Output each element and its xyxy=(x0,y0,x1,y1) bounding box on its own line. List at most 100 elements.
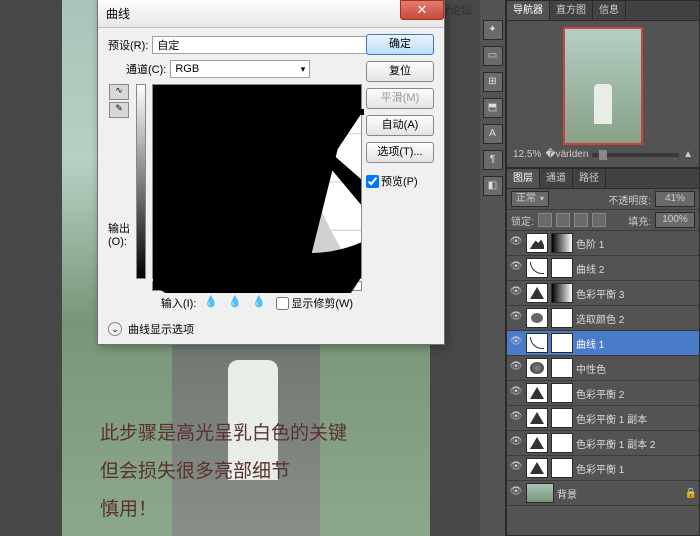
adjustment-icon xyxy=(526,383,548,403)
blend-mode-select[interactable]: 正常 xyxy=(511,191,549,207)
preview-checkbox[interactable]: 预览(P) xyxy=(366,173,434,189)
fill-value[interactable]: 100% xyxy=(655,212,695,228)
layer-name: 色彩平衡 1 副本 2 xyxy=(576,436,697,451)
layers-panel: 图层 通道 路径 正常 不透明度: 41% 锁定: 填充: 100% 👁色阶 1… xyxy=(506,168,700,536)
visibility-icon[interactable]: 👁 xyxy=(509,236,523,250)
zoom-slider[interactable] xyxy=(592,153,679,157)
tool-icon[interactable]: A xyxy=(483,124,503,144)
tool-icon[interactable]: ✦ xyxy=(483,20,503,40)
layer-name: 色彩平衡 3 xyxy=(576,286,697,301)
zoom-out-icon[interactable]: �världen xyxy=(545,149,588,160)
tab-channels[interactable]: 通道 xyxy=(540,169,573,188)
layer-mask[interactable] xyxy=(551,333,573,353)
curve-point[interactable] xyxy=(162,275,168,281)
input-label: 输入(I): xyxy=(161,295,196,311)
visibility-icon[interactable]: 👁 xyxy=(509,436,523,450)
visibility-icon[interactable]: 👁 xyxy=(509,311,523,325)
channel-select[interactable]: RGB xyxy=(170,60,310,78)
visibility-icon[interactable]: 👁 xyxy=(509,286,523,300)
dialog-titlebar[interactable]: 曲线 ✕ xyxy=(98,0,444,28)
curve-pencil-tool[interactable]: ✎ xyxy=(109,102,129,118)
gray-eyedropper[interactable]: 💧 xyxy=(228,295,244,311)
tab-histogram[interactable]: 直方图 xyxy=(550,1,593,20)
lock-pixels-icon[interactable] xyxy=(556,213,570,227)
lock-icon: 🔒 xyxy=(685,488,697,499)
opacity-value[interactable]: 41% xyxy=(655,191,695,207)
tool-icon[interactable]: ▭ xyxy=(483,46,503,66)
layer-mask[interactable] xyxy=(551,358,573,378)
adjustment-icon xyxy=(526,458,548,478)
layer-row[interactable]: 👁 色彩平衡 3 xyxy=(507,281,699,306)
layer-row[interactable]: 👁曲线 2 xyxy=(507,256,699,281)
tool-icon[interactable]: ⊞ xyxy=(483,72,503,92)
tab-info[interactable]: 信息 xyxy=(593,1,626,20)
layer-row[interactable]: 👁 曲线 1 xyxy=(507,331,699,356)
annotation-line-3: 慎用！ xyxy=(100,494,157,521)
lock-all-icon[interactable] xyxy=(592,213,606,227)
adjustment-icon xyxy=(526,308,548,328)
zoom-in-icon[interactable]: ▲ xyxy=(683,149,693,160)
layer-row[interactable]: 👁色阶 1 xyxy=(507,231,699,256)
tool-icon[interactable]: ◧ xyxy=(483,176,503,196)
show-clipping-checkbox[interactable]: 显示修剪(W) xyxy=(276,295,353,311)
layer-row[interactable]: 👁 色彩平衡 2 xyxy=(507,381,699,406)
curve-point[interactable] xyxy=(279,105,285,111)
visibility-icon[interactable]: 👁 xyxy=(509,461,523,475)
close-button[interactable]: ✕ xyxy=(400,0,444,20)
layer-mask[interactable] xyxy=(551,233,573,253)
annotation-line-2: 但会损失很多亮部细节 xyxy=(100,456,290,483)
curve-point[interactable] xyxy=(358,109,364,115)
visibility-icon[interactable]: 👁 xyxy=(509,486,523,500)
tab-navigator[interactable]: 导航器 xyxy=(507,1,550,20)
layers-list: 👁色阶 1👁曲线 2👁色彩平衡 3👁选取颜色 2👁曲线 1👁中性色👁色彩平衡 2… xyxy=(507,231,699,533)
layer-mask[interactable] xyxy=(551,408,573,428)
tool-icon[interactable]: ⬒ xyxy=(483,98,503,118)
channel-label: 通道(C): xyxy=(126,61,166,77)
layer-row[interactable]: 👁 色彩平衡 1 副本 2 xyxy=(507,431,699,456)
layer-name: 曲线 1 xyxy=(576,336,697,351)
visibility-icon[interactable]: 👁 xyxy=(509,336,523,350)
layer-row[interactable]: 👁中性色 xyxy=(507,356,699,381)
white-eyedropper[interactable]: 💧 xyxy=(252,295,268,311)
cancel-button[interactable]: 复位 xyxy=(366,61,434,82)
visibility-icon[interactable]: 👁 xyxy=(509,411,523,425)
layer-row[interactable]: 👁选取颜色 2 xyxy=(507,306,699,331)
layer-mask[interactable] xyxy=(551,383,573,403)
black-eyedropper[interactable]: 💧 xyxy=(204,295,220,311)
navigator-thumbnail[interactable] xyxy=(563,27,643,145)
tab-paths[interactable]: 路径 xyxy=(573,169,606,188)
tool-icon[interactable]: ¶ xyxy=(483,150,503,170)
layer-name: 背景 xyxy=(557,486,682,501)
tab-layers[interactable]: 图层 xyxy=(507,169,540,188)
layer-mask[interactable] xyxy=(551,258,573,278)
lock-position-icon[interactable] xyxy=(574,213,588,227)
visibility-icon[interactable]: 👁 xyxy=(509,386,523,400)
output-label: 输出(O): xyxy=(108,220,130,248)
visibility-icon[interactable]: 👁 xyxy=(509,261,523,275)
layer-name: 色彩平衡 1 副本 xyxy=(576,411,697,426)
lock-transparency-icon[interactable] xyxy=(538,213,552,227)
layer-mask[interactable] xyxy=(551,433,573,453)
dialog-title: 曲线 xyxy=(106,5,130,22)
layer-mask[interactable] xyxy=(551,458,573,478)
adjustment-icon xyxy=(526,333,548,353)
curve-point[interactable] xyxy=(312,94,318,100)
layer-row[interactable]: 👁色彩平衡 1 xyxy=(507,456,699,481)
ok-button[interactable]: 确定 xyxy=(366,34,434,55)
curves-dialog: 曲线 ✕ 预设(R): 自定 ≡ 通道(C): RGB ∿ ✎ 输出(O): xyxy=(97,0,445,345)
curve-point[interactable] xyxy=(346,101,352,107)
visibility-icon[interactable]: 👁 xyxy=(509,361,523,375)
layer-mask[interactable] xyxy=(551,308,573,328)
expand-options[interactable]: ⌄ xyxy=(108,322,122,336)
curve-grid[interactable] xyxy=(152,84,362,279)
layer-row[interactable]: 👁 色彩平衡 1 副本 xyxy=(507,406,699,431)
adjustment-icon xyxy=(526,258,548,278)
dialog-buttons: 确定 复位 平滑(M) 自动(A) 选项(T)... 预览(P) xyxy=(366,34,434,189)
layer-mask[interactable] xyxy=(551,283,573,303)
curve-point-tool[interactable]: ∿ xyxy=(109,84,129,100)
adjustment-icon xyxy=(526,408,548,428)
options-button[interactable]: 选项(T)... xyxy=(366,142,434,163)
auto-button[interactable]: 自动(A) xyxy=(366,115,434,136)
layer-row[interactable]: 👁 背景🔒 xyxy=(507,481,699,506)
layer-name: 色彩平衡 2 xyxy=(576,386,697,401)
